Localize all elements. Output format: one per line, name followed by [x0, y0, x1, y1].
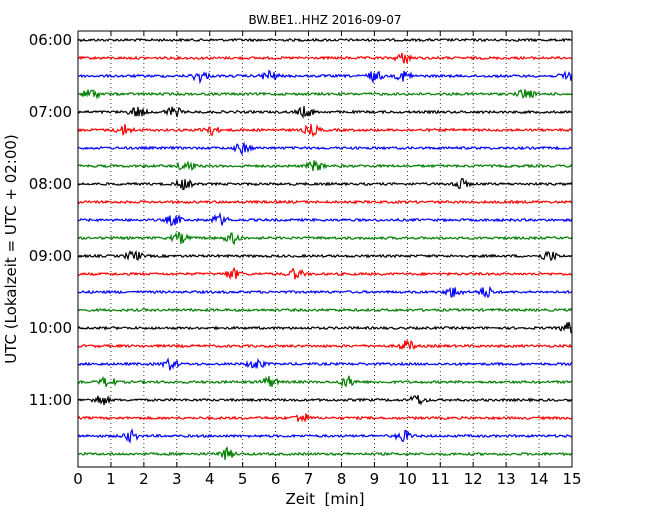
trace-0845	[77, 231, 573, 246]
x-tick-label: 4	[205, 470, 215, 488]
trace-1145	[77, 446, 573, 460]
chart-title: BW.BE1..HHZ 2016-09-07	[248, 13, 401, 27]
x-tick-label: 9	[370, 470, 380, 488]
trace-1100	[77, 394, 573, 406]
x-tick-label: 11	[431, 470, 450, 488]
y-tick-label: 07:00	[29, 103, 72, 121]
trace-1015	[77, 339, 573, 351]
trace-0815	[77, 199, 573, 205]
trace-1045	[77, 375, 573, 388]
trace-0930	[77, 285, 573, 299]
y-axis-ticks: 06:00 07:00 08:00 09:00 10:00 11:00	[29, 31, 572, 409]
trace-1115	[77, 413, 573, 423]
x-tick-label: 7	[304, 470, 314, 488]
x-tick-label: 5	[238, 470, 248, 488]
x-tick-label: 6	[271, 470, 281, 488]
x-tick-label: 2	[139, 470, 149, 488]
y-tick-label: 08:00	[29, 175, 72, 193]
trace-0700	[77, 106, 573, 119]
trace-0745	[77, 160, 573, 172]
x-tick-label: 1	[106, 470, 116, 488]
trace-0800	[77, 177, 573, 191]
trace-0600	[77, 37, 573, 43]
trace-0645	[77, 88, 573, 100]
y-tick-label: 09:00	[29, 247, 72, 265]
y-tick-label: 06:00	[29, 31, 72, 49]
trace-0730	[77, 141, 572, 156]
seismic-traces	[77, 37, 573, 460]
x-tick-label: 15	[562, 470, 581, 488]
trace-0615	[77, 52, 573, 64]
x-axis-ticks: 0 1 2 3 4 5 6 7 8 9 10 11 12 13 14 15	[73, 31, 582, 488]
x-tick-label: 0	[73, 470, 83, 488]
trace-0900	[77, 249, 573, 262]
vertical-gridlines	[110, 31, 540, 467]
y-axis-label: UTC (Lokalzeit = UTC + 02:00)	[2, 134, 20, 364]
y-tick-label: 11:00	[29, 391, 72, 409]
trace-0715	[77, 123, 573, 138]
x-tick-label: 8	[337, 470, 347, 488]
trace-1000	[77, 321, 573, 334]
x-tick-label: 3	[172, 470, 182, 488]
plot-frame	[77, 30, 573, 468]
x-tick-label: 10	[398, 470, 417, 488]
x-tick-label: 14	[530, 470, 549, 488]
trace-0630	[77, 69, 573, 85]
y-tick-label: 10:00	[29, 319, 72, 337]
trace-0830	[77, 211, 573, 227]
trace-1030	[77, 357, 573, 371]
x-tick-label: 12	[464, 470, 483, 488]
x-axis-label: Zeit [min]	[285, 490, 364, 508]
x-tick-label: 13	[497, 470, 516, 488]
trace-1130	[77, 428, 573, 444]
trace-0945	[77, 307, 573, 313]
trace-0915	[77, 266, 573, 281]
